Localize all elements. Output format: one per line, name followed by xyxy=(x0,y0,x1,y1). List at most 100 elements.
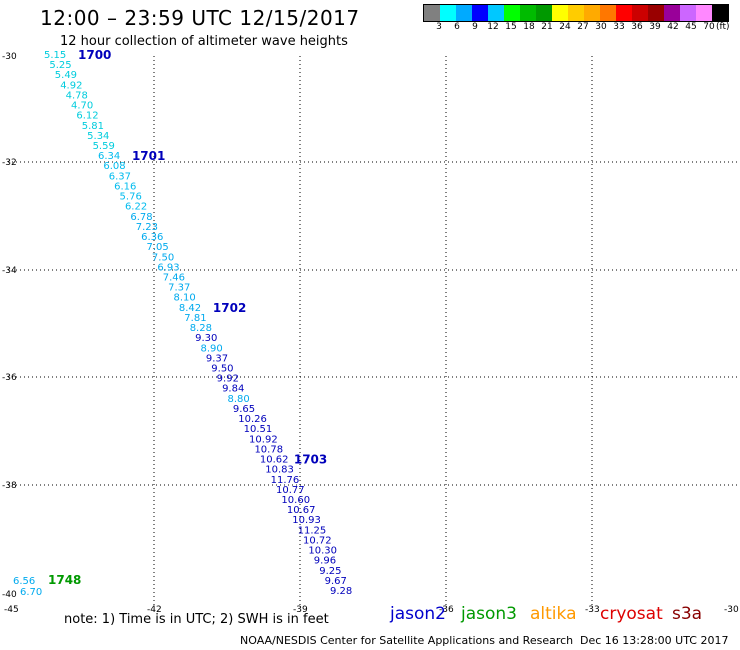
wave-height-value: 11.25 xyxy=(298,525,327,536)
wave-height-value: 6.78 xyxy=(130,212,152,223)
map-title: 12:00 – 23:59 UTC 12/15/2017 xyxy=(40,6,360,30)
time-label: 1748 xyxy=(48,573,81,587)
wave-height-value: 10.60 xyxy=(281,495,310,506)
colorbar-label: 24 xyxy=(559,22,571,32)
satellite-legend-jason3: jason3 xyxy=(461,604,517,624)
colorbar-swatch xyxy=(472,5,488,21)
note-text: note: 1) Time is in UTC; 2) SWH is in fe… xyxy=(64,612,329,627)
colorbar-swatch xyxy=(456,5,472,21)
wave-height-value: 10.77 xyxy=(276,485,305,496)
colorbar-label: 39 xyxy=(649,22,661,32)
wave-height-value: 9.92 xyxy=(217,374,239,385)
colorbar-swatch xyxy=(424,5,440,21)
satellite-legend-s3a: s3a xyxy=(672,604,703,624)
colorbar-swatch xyxy=(616,5,632,21)
wave-height-value: 10.51 xyxy=(244,424,273,435)
colorbar-swatch xyxy=(664,5,680,21)
wave-height-value: 9.67 xyxy=(325,576,347,587)
wave-height-value: 7.05 xyxy=(147,242,169,253)
wave-height-value: 5.34 xyxy=(87,131,109,142)
colorbar-label: 12 xyxy=(487,22,499,32)
wave-height-value: 7.46 xyxy=(163,272,185,283)
latitude-label: -40 xyxy=(2,590,17,600)
colorbar-swatch xyxy=(488,5,504,21)
wave-height-value: 6.36 xyxy=(141,232,163,243)
wave-height-value: 5.49 xyxy=(55,70,77,81)
colorbar-swatch xyxy=(520,5,536,21)
colorbar-swatch xyxy=(632,5,648,21)
wave-height-value: 8.42 xyxy=(179,303,201,314)
colorbar-swatch xyxy=(600,5,616,21)
satellite-legend-cryosat: cryosat xyxy=(600,604,663,624)
latitude-label: -38 xyxy=(2,481,17,491)
colorbar-label: 70 xyxy=(703,22,715,32)
wave-height-value: 11.76 xyxy=(271,475,300,486)
colorbar-label: 36 xyxy=(631,22,643,32)
colorbar-swatch xyxy=(696,5,712,21)
wave-height-value: 10.93 xyxy=(292,515,321,526)
wave-height-value: 8.90 xyxy=(200,343,222,354)
footer-credit: NOAA/NESDIS Center for Satellite Applica… xyxy=(240,634,574,647)
longitude-label: -45 xyxy=(4,605,19,615)
wave-height-value: 10.30 xyxy=(308,546,337,557)
time-label: 1702 xyxy=(213,301,246,315)
wave-height-value: 6.37 xyxy=(109,171,131,182)
wave-height-value: 10.78 xyxy=(254,444,283,455)
colorbar-swatch xyxy=(712,5,728,21)
wave-height-value: 6.16 xyxy=(114,181,136,192)
wave-height-value: 5.81 xyxy=(82,121,104,132)
wave-height-value: 9.65 xyxy=(233,404,255,415)
wave-height-value: 9.37 xyxy=(206,353,228,364)
wave-height-value: 9.50 xyxy=(211,364,233,375)
wave-height-value: 7.50 xyxy=(152,252,174,263)
wave-height-value: 9.84 xyxy=(222,384,244,395)
wave-height-value: 8.10 xyxy=(174,293,196,304)
time-label: 1701 xyxy=(132,149,165,163)
colorbar-swatch xyxy=(584,5,600,21)
wave-height-value: 6.70 xyxy=(20,587,42,598)
colorbar-unit: (ft) xyxy=(716,22,730,32)
wave-height-value: 4.70 xyxy=(71,101,93,112)
longitude-label: -36 xyxy=(439,605,454,615)
wave-height-colorbar xyxy=(423,4,729,22)
wave-height-value: 5.25 xyxy=(49,60,71,71)
wave-height-value: 9.96 xyxy=(314,556,336,567)
wave-height-value: 6.08 xyxy=(103,161,125,172)
time-label: 1700 xyxy=(78,48,111,62)
colorbar-label: 21 xyxy=(541,22,553,32)
latitude-label: -30 xyxy=(2,52,17,62)
time-label: 1703 xyxy=(294,453,327,467)
longitude-label: -33 xyxy=(585,605,600,615)
wave-height-value: 10.92 xyxy=(249,434,278,445)
wave-height-value: 5.59 xyxy=(93,141,115,152)
colorbar-swatch xyxy=(568,5,584,21)
wave-height-value: 4.92 xyxy=(60,80,82,91)
colorbar-label: 27 xyxy=(577,22,589,32)
wave-height-value: 6.12 xyxy=(76,111,98,122)
wave-height-value: 6.22 xyxy=(125,202,147,213)
longitude-label: -42 xyxy=(147,605,162,615)
colorbar-swatch xyxy=(680,5,696,21)
wave-height-value: 7.37 xyxy=(168,283,190,294)
wave-height-value: 5.76 xyxy=(120,192,142,203)
colorbar-label: 6 xyxy=(454,22,460,32)
colorbar-swatch xyxy=(504,5,520,21)
colorbar-swatch xyxy=(552,5,568,21)
map-subtitle: 12 hour collection of altimeter wave hei… xyxy=(60,34,348,49)
latitude-label: -34 xyxy=(2,266,17,276)
colorbar-label: 18 xyxy=(523,22,535,32)
colorbar-label: 33 xyxy=(613,22,625,32)
colorbar-swatch xyxy=(440,5,456,21)
wave-height-value: 10.72 xyxy=(303,535,332,546)
colorbar-label: 30 xyxy=(595,22,607,32)
wave-height-value: 8.80 xyxy=(227,394,249,405)
latitude-label: -32 xyxy=(2,158,17,168)
colorbar-label: 3 xyxy=(436,22,442,32)
satellite-legend-jason2: jason2 xyxy=(390,604,446,624)
wave-height-value: 9.25 xyxy=(319,566,341,577)
wave-height-value: 4.78 xyxy=(66,90,88,101)
wave-height-value: 6.34 xyxy=(98,151,120,162)
colorbar-swatch xyxy=(648,5,664,21)
latitude-label: -36 xyxy=(2,373,17,383)
